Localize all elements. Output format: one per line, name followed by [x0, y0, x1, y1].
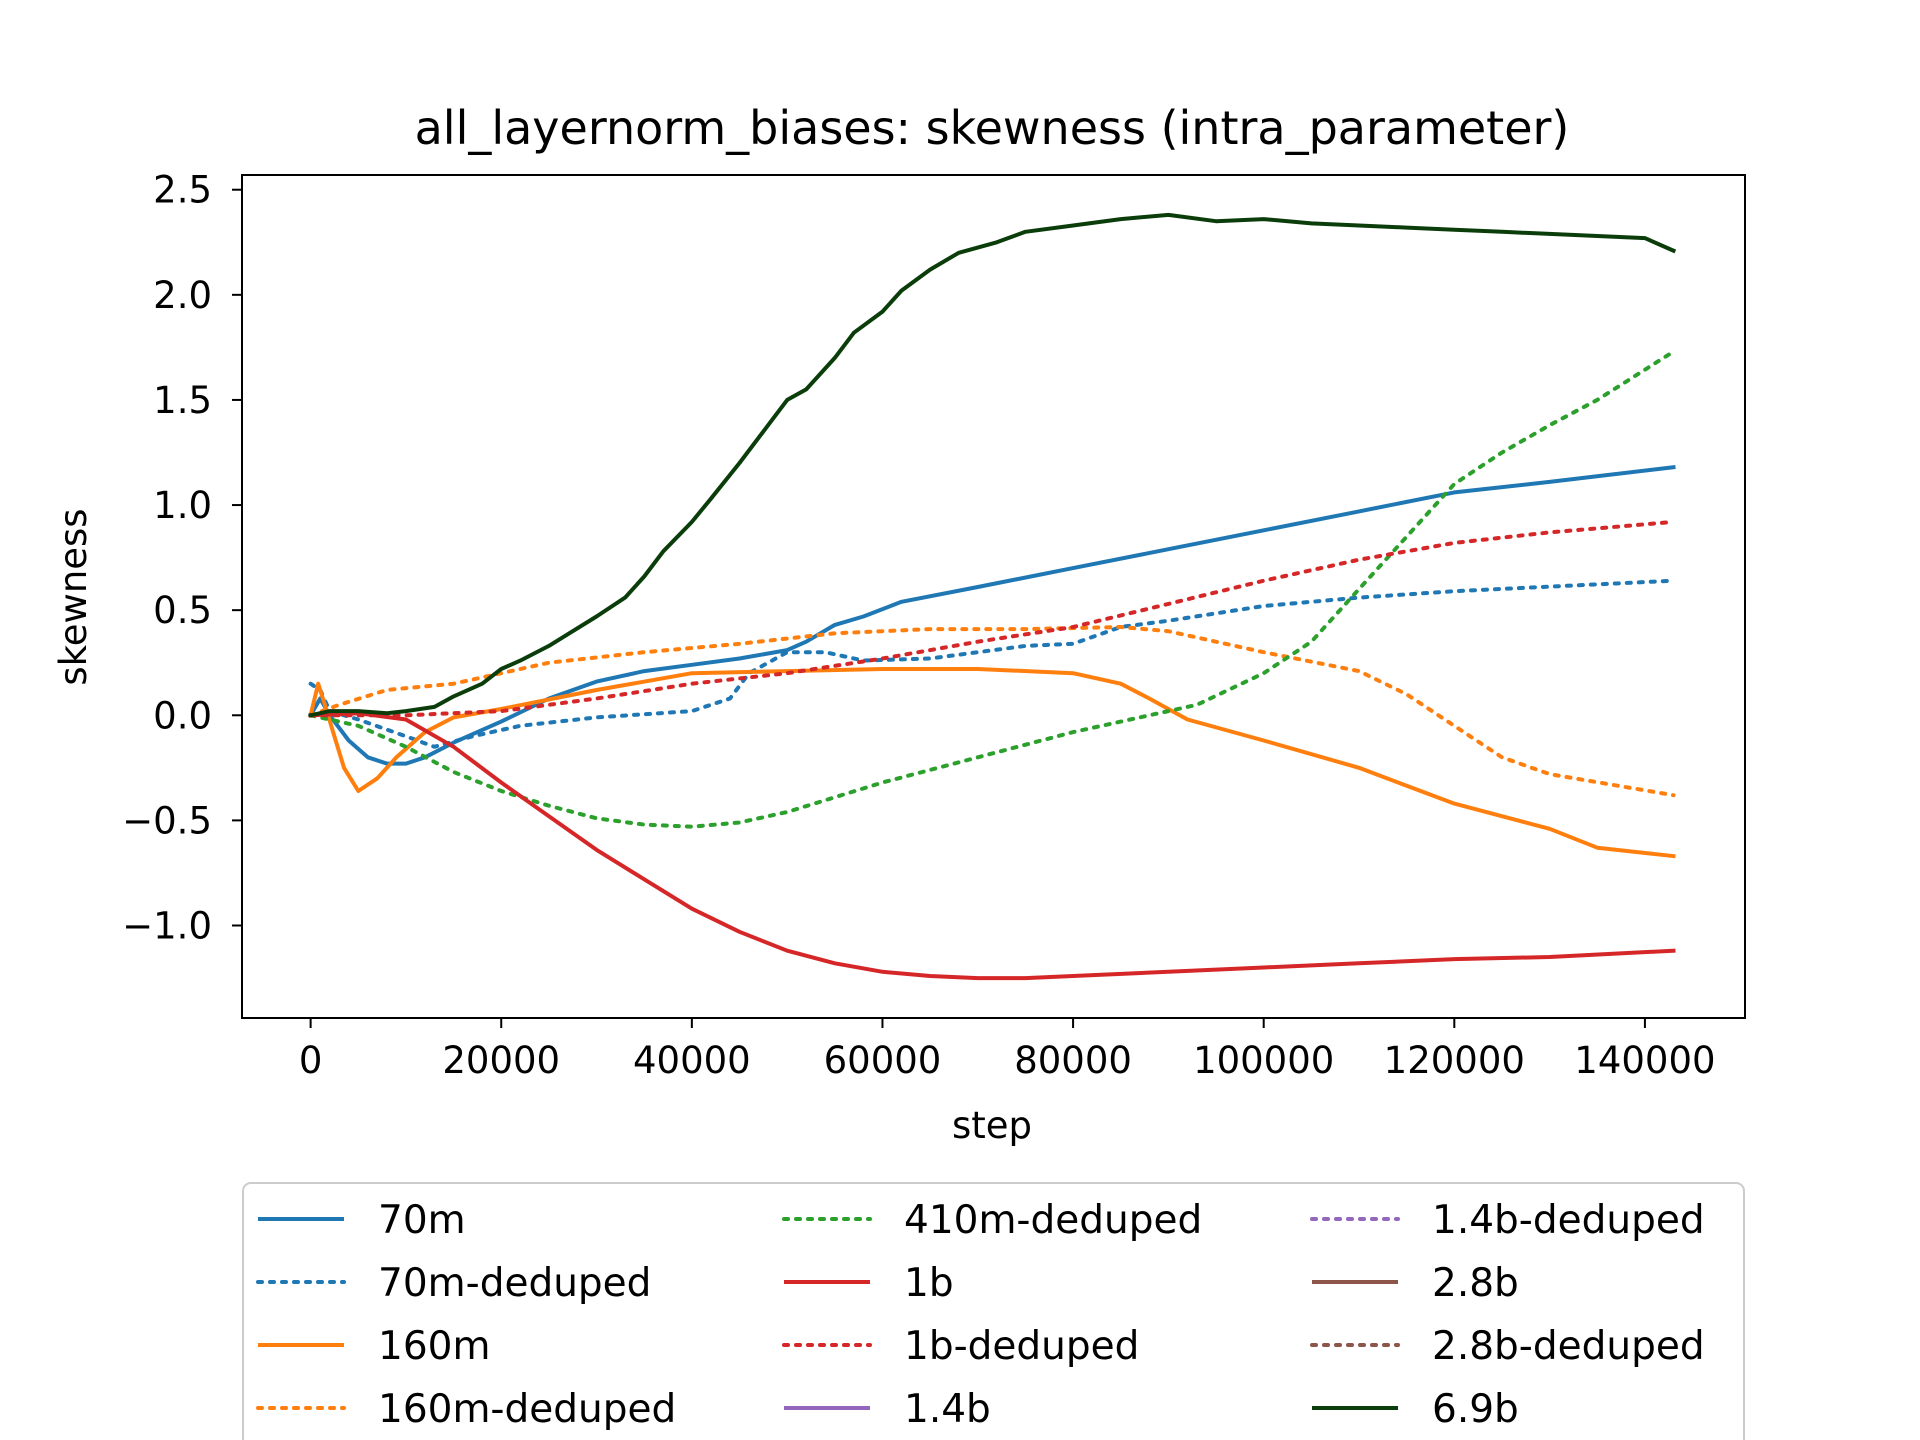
- x-tick-label: 80000: [1014, 1039, 1132, 1082]
- x-tick-label: 60000: [824, 1039, 942, 1082]
- chart-title: all_layernorm_biases: skewness (intra_pa…: [415, 101, 1570, 155]
- x-axis: 0 20000 40000 60000 80000 100000 120000 140000: [299, 1018, 1716, 1082]
- x-tick-label: 40000: [633, 1039, 751, 1082]
- series-line-410m-deduped: [308, 349, 1676, 829]
- series-line-160m-deduped: [308, 625, 1676, 798]
- y-tick-label: 2.0: [153, 274, 212, 317]
- legend-label-1b: 1b: [904, 1261, 954, 1306]
- plot-frame: [241, 174, 1746, 1019]
- y-tick-label: 1.0: [153, 484, 212, 527]
- y-tick-label: 1.5: [153, 379, 212, 422]
- y-axis-label: skewness: [52, 508, 95, 685]
- legend-box: [242, 1182, 1745, 1440]
- x-axis-label: step: [952, 1104, 1032, 1147]
- series-line-1b: [308, 711, 1676, 981]
- legend: 70m 70m-deduped 160m 160m-deduped 410m-dedup…: [242, 1182, 1745, 1440]
- legend-label-160m: 160m: [378, 1324, 490, 1369]
- series-line-70m-deduped: [308, 578, 1676, 749]
- y-tick-label: 0.0: [153, 694, 212, 737]
- series-line-70m: [307, 464, 1676, 766]
- legend-label-160m-deduped: 160m-deduped: [378, 1387, 676, 1432]
- legend-label-1b-deduped: 1b-deduped: [904, 1324, 1139, 1369]
- legend-label-2.8b-deduped: 2.8b-deduped: [1432, 1324, 1705, 1369]
- legend-label-70m: 70m: [378, 1198, 466, 1243]
- legend-label-6.9b: 6.9b: [1432, 1387, 1519, 1432]
- x-tick-label: 100000: [1193, 1039, 1334, 1082]
- plot-area: [307, 212, 1677, 981]
- series-line-6.9b: [308, 212, 1677, 718]
- series-line-160m: [308, 667, 1676, 859]
- x-tick-label: 140000: [1574, 1039, 1715, 1082]
- legend-label-2.8b: 2.8b: [1432, 1261, 1519, 1306]
- legend-label-70m-deduped: 70m-deduped: [378, 1261, 651, 1306]
- y-tick-label: −1.0: [122, 905, 212, 948]
- y-tick-label: 2.5: [153, 169, 212, 212]
- y-axis: −1.0 −0.5 0.0 0.5 1.0 1.5 2.0 2.5: [122, 169, 242, 948]
- x-tick-label: 120000: [1384, 1039, 1525, 1082]
- x-tick-label: 20000: [442, 1039, 560, 1082]
- x-tick-label: 0: [299, 1039, 323, 1082]
- legend-label-1.4b-deduped: 1.4b-deduped: [1432, 1198, 1705, 1243]
- legend-label-410m-deduped: 410m-deduped: [904, 1198, 1202, 1243]
- series-line-1b-deduped: [308, 519, 1676, 718]
- y-tick-label: 0.5: [153, 589, 212, 632]
- y-tick-label: −0.5: [122, 799, 212, 842]
- legend-label-1.4b: 1.4b: [904, 1387, 991, 1432]
